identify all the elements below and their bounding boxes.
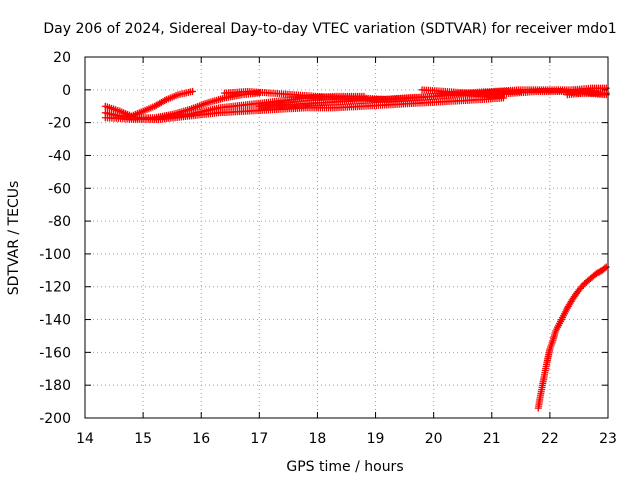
x-tick-label: 16 — [192, 431, 210, 447]
data-point — [189, 87, 197, 95]
series-track-8 — [563, 84, 610, 99]
y-tick-label: -180 — [39, 378, 71, 394]
x-tick-label: 17 — [250, 431, 268, 447]
grid — [85, 57, 608, 418]
chart-title: Day 206 of 2024, Sidereal Day-to-day VTE… — [43, 21, 616, 37]
y-tick-label: -60 — [48, 181, 71, 197]
x-tick-label: 21 — [483, 431, 501, 447]
data-point — [161, 97, 169, 105]
x-tick-label: 23 — [599, 431, 617, 447]
x-tick-label: 14 — [76, 431, 94, 447]
axes: 14 15 16 17 18 19 20 21 22 23 20 0 -20 -40 -60 -80 -100 -… — [39, 50, 617, 447]
data-point — [601, 264, 609, 272]
x-axis-label: GPS time / hours — [286, 459, 403, 475]
plot-frame — [84, 56, 609, 419]
x-tick-label: 20 — [425, 431, 443, 447]
y-tick-label: -20 — [48, 116, 71, 132]
y-tick-label: -200 — [39, 411, 71, 427]
x-tick-label: 18 — [309, 431, 327, 447]
x-tick-label: 19 — [367, 431, 385, 447]
data-layer — [101, 84, 610, 412]
y-axis-label: SDTVAR / TECUs — [6, 181, 22, 296]
y-tick-label: -160 — [39, 345, 71, 361]
x-tick-label: 22 — [541, 431, 559, 447]
y-tick-label: -80 — [48, 214, 71, 230]
y-tick-label: -40 — [48, 148, 71, 164]
data-point — [602, 263, 610, 271]
y-tick-label: 0 — [62, 83, 71, 99]
y-tick-label: -140 — [39, 313, 71, 329]
y-tick-label: -100 — [39, 247, 71, 263]
data-point — [602, 84, 610, 92]
y-tick-label: -120 — [39, 280, 71, 296]
series-track-9 — [534, 263, 610, 412]
x-tick-label: 15 — [134, 431, 152, 447]
y-tick-label: 20 — [53, 50, 71, 66]
data-point — [499, 94, 507, 102]
